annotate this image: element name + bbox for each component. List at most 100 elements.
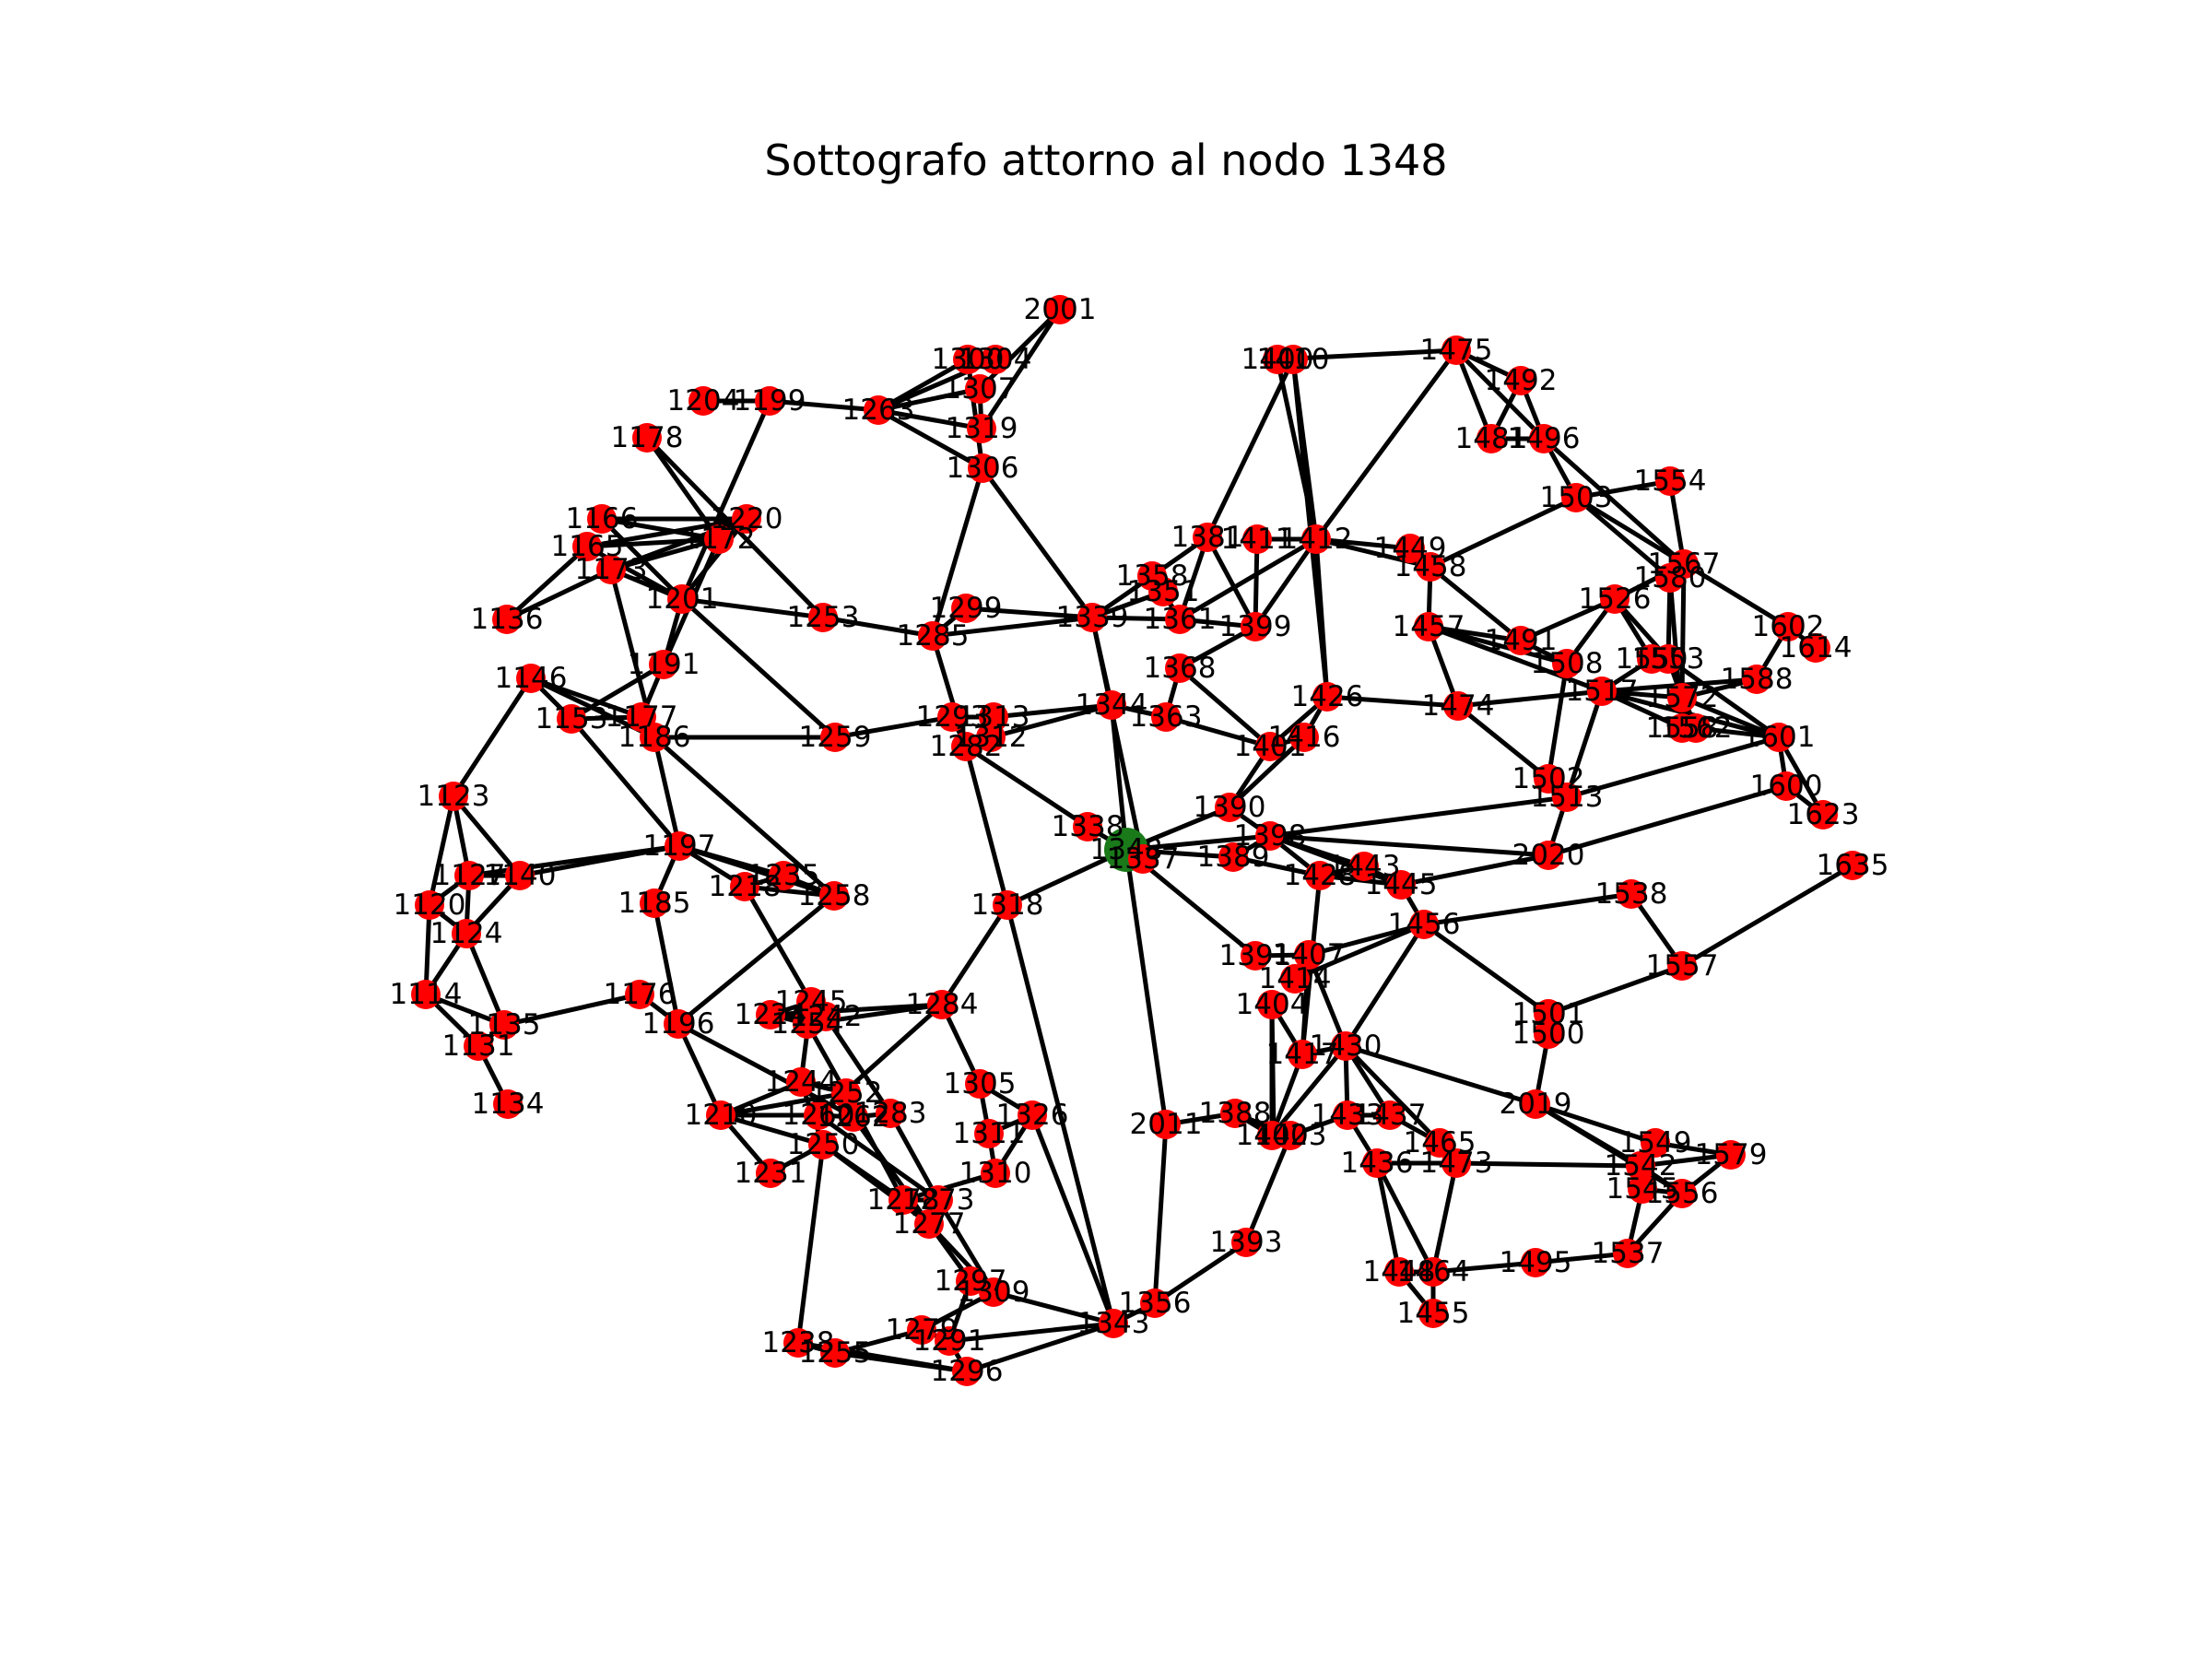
graph-edge xyxy=(1564,690,1605,798)
node-label: 1307 xyxy=(944,372,1017,406)
node-label: 1448 xyxy=(1363,1255,1436,1288)
graph-node xyxy=(665,831,694,861)
graph-edge xyxy=(1400,853,1549,888)
node-label: 2019 xyxy=(1500,1088,1572,1121)
node-label: 1475 xyxy=(1420,334,1493,367)
graph-node xyxy=(1653,644,1683,674)
graph-node xyxy=(596,555,626,584)
node-label: 1403 xyxy=(1254,1119,1327,1152)
graph-edge xyxy=(1680,863,1854,969)
graph-node xyxy=(625,980,654,1009)
node-label: 1600 xyxy=(1750,770,1823,803)
node-label: 1166 xyxy=(566,502,639,535)
graph-edge xyxy=(990,702,1112,740)
graph-node xyxy=(1521,1248,1550,1277)
node-label: 1318 xyxy=(971,888,1044,922)
node-label: 1277 xyxy=(893,1207,966,1241)
node-label: 1361 xyxy=(1144,603,1217,636)
graph-edge xyxy=(1153,1240,1248,1306)
graph-node xyxy=(706,1100,735,1130)
graph-edge xyxy=(1030,1114,1116,1324)
graph-edge xyxy=(1423,891,1632,927)
graph-edge xyxy=(585,544,684,602)
graph-node xyxy=(454,861,484,890)
graph-edge xyxy=(1535,1101,1656,1146)
graph-edge xyxy=(681,596,824,620)
graph-edge xyxy=(1547,963,1683,1017)
node-label: 1456 xyxy=(1388,908,1461,941)
graph-node xyxy=(1395,534,1425,563)
node-label: 1291 xyxy=(913,1324,986,1358)
graph-node xyxy=(953,345,982,374)
graph-node xyxy=(1140,1288,1170,1318)
node-label: 1210 xyxy=(685,1099,758,1132)
graph-edge xyxy=(1422,922,1550,1017)
graph-node xyxy=(786,1067,816,1097)
graph-edge xyxy=(468,843,680,878)
graph-edge xyxy=(1546,663,1570,780)
graph-edge xyxy=(1089,617,1114,706)
graph-node xyxy=(1613,1239,1642,1268)
graph-edge xyxy=(680,597,837,739)
node-label: 1278 xyxy=(867,1183,940,1217)
graph-node xyxy=(1305,861,1335,890)
node-label: 1508 xyxy=(1531,647,1604,680)
node-label: 1491 xyxy=(1485,624,1558,657)
graph-node xyxy=(1416,552,1445,582)
node-label: 1337 xyxy=(1107,842,1180,876)
node-label: 1220 xyxy=(711,502,783,535)
graph-edge xyxy=(1344,1044,1441,1145)
graph-node xyxy=(730,872,759,901)
graph-node xyxy=(640,888,669,918)
graph-node xyxy=(820,723,850,752)
node-label: 1136 xyxy=(471,603,544,636)
graph-node xyxy=(688,386,718,416)
node-label: 1526 xyxy=(1579,582,1652,616)
graph-edge xyxy=(452,794,522,877)
node-label: 1201 xyxy=(646,582,719,616)
graph-node xyxy=(489,1010,519,1040)
graph-edge xyxy=(1681,695,1780,740)
graph-node xyxy=(1241,612,1270,641)
graph-node xyxy=(1521,1089,1550,1119)
graph-node xyxy=(1333,1100,1362,1130)
graph-edge xyxy=(1432,1260,1536,1275)
graph-node xyxy=(876,1099,905,1128)
node-label: 1572 xyxy=(1646,681,1719,714)
graph-edge xyxy=(1542,437,1686,566)
node-label: 1449 xyxy=(1374,532,1447,565)
node-label: 1338 xyxy=(1052,810,1124,843)
node-label: 1172 xyxy=(683,523,756,556)
graph-edge xyxy=(979,308,1063,430)
node-label: 1389 xyxy=(1197,841,1270,874)
graph-edge xyxy=(1306,954,1348,1047)
graph-edge xyxy=(1429,565,1523,642)
node-label: 1244 xyxy=(765,1065,838,1099)
graph-edge xyxy=(1454,348,1546,441)
graph-node xyxy=(649,650,678,679)
node-label: 1465 xyxy=(1404,1126,1477,1159)
graph-edge xyxy=(930,467,985,637)
graph-node xyxy=(1418,1257,1448,1287)
node-label: 1351 xyxy=(1127,575,1200,608)
graph-node xyxy=(1278,345,1308,374)
graph-edge xyxy=(1640,1152,1732,1169)
graph-edge xyxy=(834,714,953,740)
graph-node xyxy=(452,919,481,948)
graph-edge xyxy=(1253,537,1319,629)
node-label: 1580 xyxy=(1634,561,1707,594)
graph-edge xyxy=(586,516,747,549)
node-label: 1556 xyxy=(1646,1177,1719,1210)
graph-node xyxy=(1242,524,1272,554)
graph-edge xyxy=(1243,1135,1293,1243)
graph-node xyxy=(1045,295,1075,324)
node-label: 1262 xyxy=(818,1100,890,1134)
node-label: 1285 xyxy=(897,619,970,653)
node-label: 1502 xyxy=(1512,762,1585,795)
node-label: 1579 xyxy=(1695,1138,1768,1171)
graph-node xyxy=(1626,1151,1655,1181)
graph-node xyxy=(965,374,994,404)
graph-node xyxy=(968,453,997,483)
node-label: 1503 xyxy=(1540,481,1613,514)
node-label: 1263 xyxy=(842,394,915,427)
